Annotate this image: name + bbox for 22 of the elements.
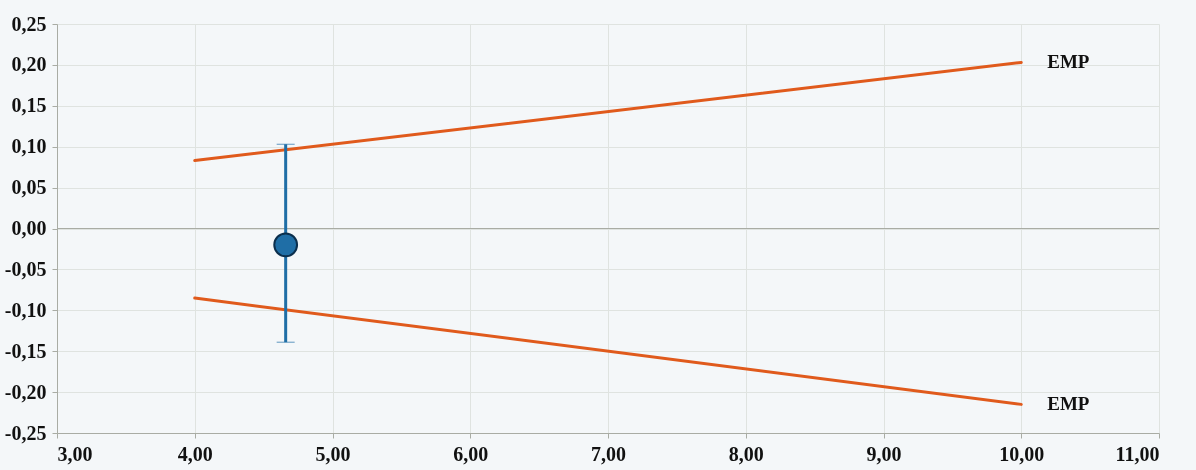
x-tick-label: 7,00 (591, 442, 626, 465)
y-tick-label: 0,10 (11, 135, 47, 158)
x-tick-label: 11,00 (1115, 442, 1160, 465)
y-tick-label: 0,00 (11, 217, 47, 239)
y-tick-label: 0,20 (11, 53, 47, 76)
y-tick-label: -0,10 (4, 298, 47, 321)
y-tick-label: -0,05 (4, 257, 47, 280)
series-label: EMP (1047, 51, 1090, 73)
y-tick-label: -0,15 (4, 339, 47, 362)
series-label: EMP (1047, 393, 1090, 415)
x-tick-label: 4,00 (177, 442, 213, 465)
y-tick-label: 0,15 (11, 94, 47, 117)
x-tick-label: 6,00 (453, 442, 489, 465)
y-tick-label: 0,25 (11, 12, 47, 35)
y-tick-label: -0,25 (4, 421, 47, 444)
x-tick-label: 3,00 (57, 442, 93, 465)
x-tick-label: 5,00 (315, 442, 351, 465)
x-tick-label: 8,00 (728, 442, 764, 465)
x-tick-label: 10,00 (999, 442, 1045, 465)
y-tick-label: 0,05 (11, 176, 47, 199)
x-tick-label: 9,00 (866, 442, 902, 465)
y-tick-label: -0,20 (4, 380, 47, 403)
